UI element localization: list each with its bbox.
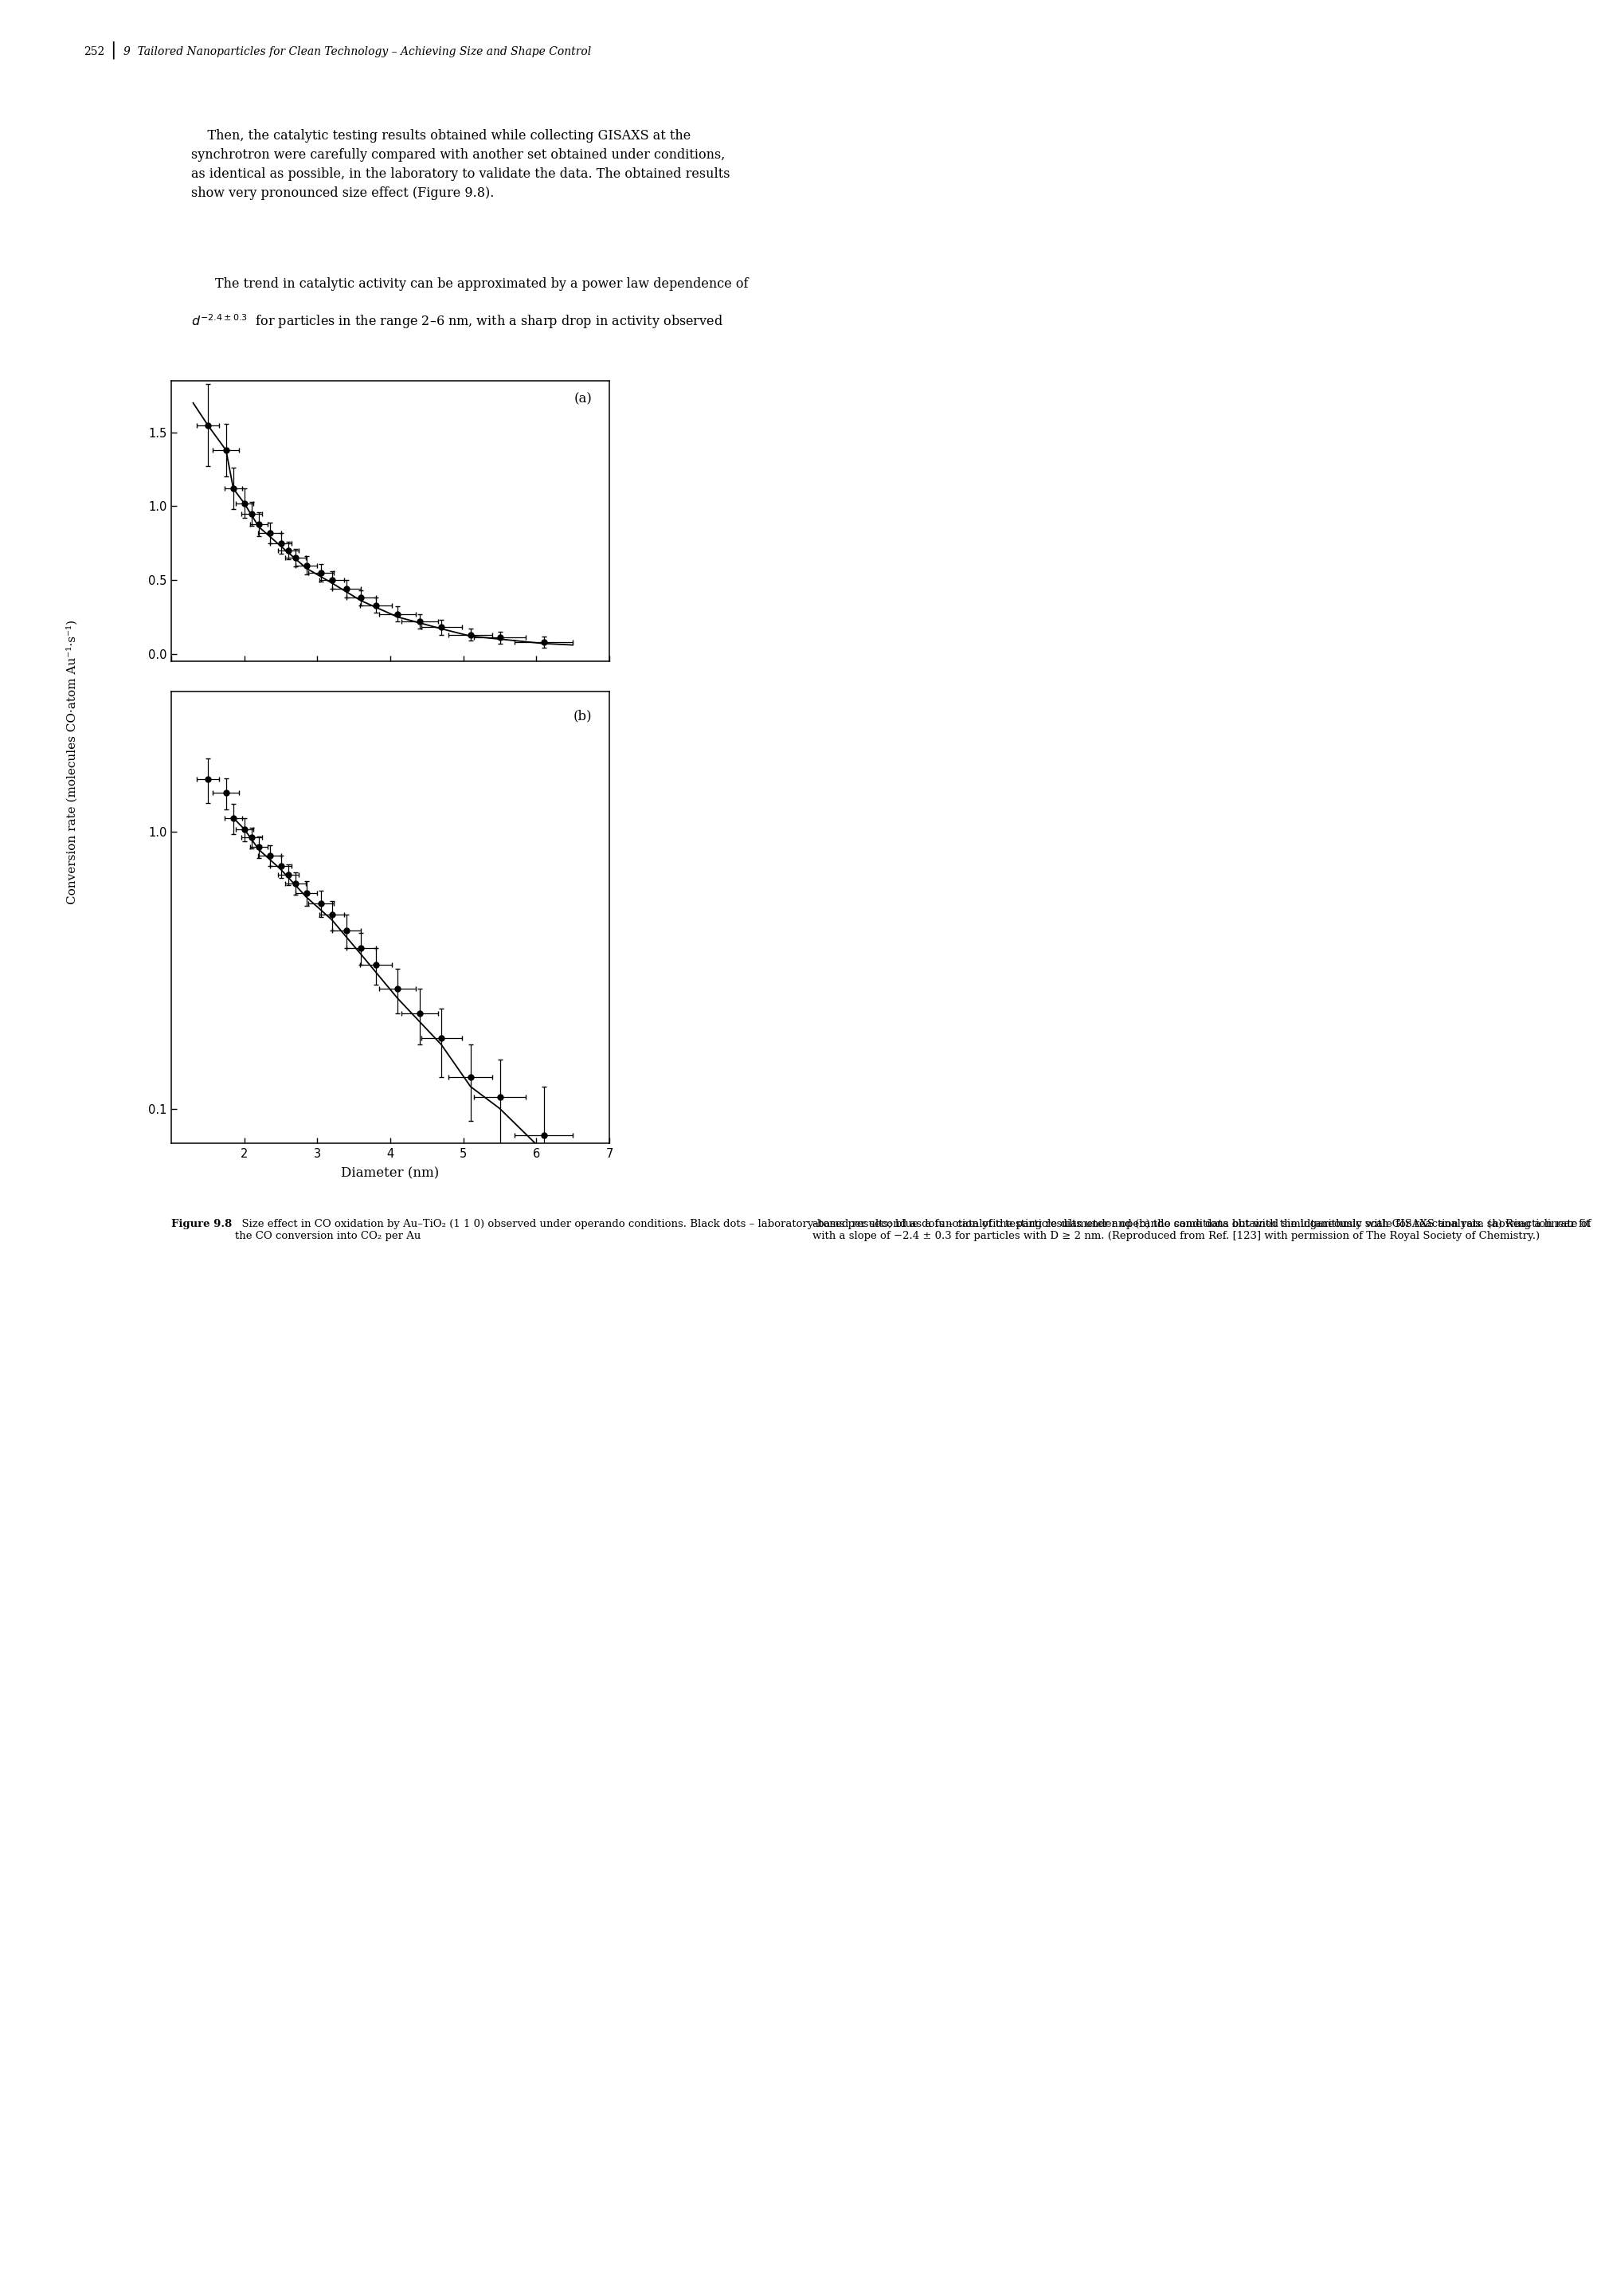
Text: Size effect in CO oxidation by Au–TiO₂ (1 1 0) observed under operando condition: Size effect in CO oxidation by Au–TiO₂ (… [235, 1219, 1591, 1242]
Text: 9  Tailored Nanoparticles for Clean Technology – Achieving Size and Shape Contro: 9 Tailored Nanoparticles for Clean Techn… [123, 46, 591, 57]
Text: $d^{-2.4\pm0.3}$  for particles in the range 2–6 nm, with a sharp drop in activi: $d^{-2.4\pm0.3}$ for particles in the ra… [191, 312, 724, 331]
Text: Then, the catalytic testing results obtained while collecting GISAXS at the
sync: Then, the catalytic testing results obta… [191, 129, 730, 200]
X-axis label: Diameter (nm): Diameter (nm) [341, 1166, 439, 1180]
Text: Conversion rate (molecules CO·atom Au⁻¹·s⁻¹): Conversion rate (molecules CO·atom Au⁻¹·… [66, 620, 77, 905]
Text: (b): (b) [573, 709, 592, 723]
Text: |: | [110, 41, 115, 60]
Text: 252: 252 [83, 46, 104, 57]
Text: atoms per second as a function of the particle diameter and (b) the same data bu: atoms per second as a function of the pa… [812, 1219, 1590, 1242]
Text: (a): (a) [573, 393, 592, 406]
Text: Figure 9.8: Figure 9.8 [171, 1219, 232, 1228]
Text: The trend in catalytic activity can be approximated by a power law dependence of: The trend in catalytic activity can be a… [215, 278, 748, 292]
